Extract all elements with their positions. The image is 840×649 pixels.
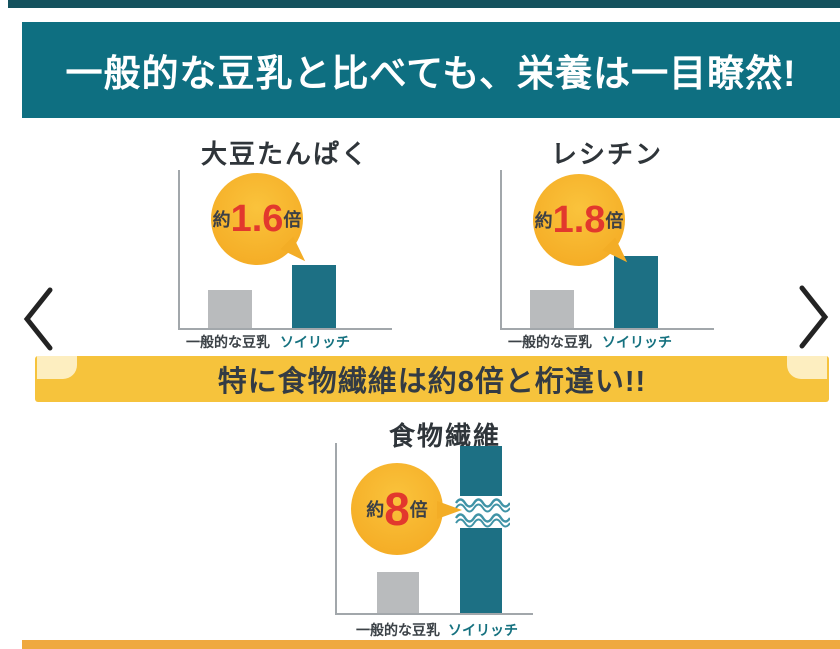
chart-plot-area (335, 443, 533, 615)
chart-lecithin: レシチン 約 1.8 倍 一般的な豆乳 ソイリッチ (462, 134, 752, 364)
chart-title: 大豆たんぱく (200, 139, 369, 169)
multiplier-badge: 約 1.6 倍 (211, 173, 312, 268)
bar-generic-soymilk (530, 290, 574, 328)
chart-plot-area (500, 170, 714, 330)
chevron-left-icon (20, 287, 58, 355)
bar-soyrich (614, 256, 658, 328)
bar-soyrich (292, 265, 336, 328)
badge-suffix: 倍 (409, 500, 428, 520)
header-banner: 一般的な豆乳と比べても、栄養は一目瞭然! (22, 22, 840, 118)
bubble-tail (437, 501, 462, 519)
badge-suffix: 倍 (283, 210, 302, 230)
badge-value: 8 (384, 483, 410, 535)
category-label-generic: 一般的な豆乳 (356, 622, 440, 638)
category-label-generic: 一般的な豆乳 (508, 334, 592, 350)
badge-prefix: 約 (534, 211, 553, 231)
highlight-banner: 特に食物繊維は約8倍と桁違い!! (35, 356, 829, 402)
carousel-next-button[interactable] (794, 284, 832, 353)
banner-corner-left (37, 356, 77, 379)
category-label-product: ソイリッチ (602, 334, 672, 350)
category-label-product: ソイリッチ (280, 334, 350, 350)
banner-corner-right (787, 356, 827, 379)
badge-prefix: 約 (212, 210, 231, 230)
axis-break-waves (454, 496, 512, 533)
multiplier-badge: 約 1.8 倍 (533, 174, 634, 269)
carousel-prev-button[interactable] (20, 286, 58, 355)
chevron-right-icon (794, 285, 832, 353)
bar-soyrich (460, 446, 502, 613)
chart-plot-area (178, 170, 392, 330)
category-label-product: ソイリッチ (448, 622, 518, 638)
page-title: 一般的な豆乳と比べても、栄養は一目瞭然! (65, 53, 797, 94)
badge-value: 1.6 (230, 198, 284, 240)
bar-generic-soymilk (208, 290, 252, 328)
badge-suffix: 倍 (605, 211, 624, 231)
badge-value: 1.8 (552, 199, 606, 241)
chart-title: レシチン (550, 139, 663, 169)
top-accent-bar (8, 0, 840, 8)
badge-prefix: 約 (366, 500, 385, 520)
category-label-generic: 一般的な豆乳 (186, 334, 270, 350)
highlight-banner-text: 特に食物繊維は約8倍と桁違い!! (217, 366, 647, 398)
next-section-edge (22, 640, 840, 649)
bar-generic-soymilk (377, 572, 419, 613)
chart-soy-protein: 大豆たんぱく 約 1.6 倍 一般的な豆乳 ソイリッチ (140, 134, 430, 364)
